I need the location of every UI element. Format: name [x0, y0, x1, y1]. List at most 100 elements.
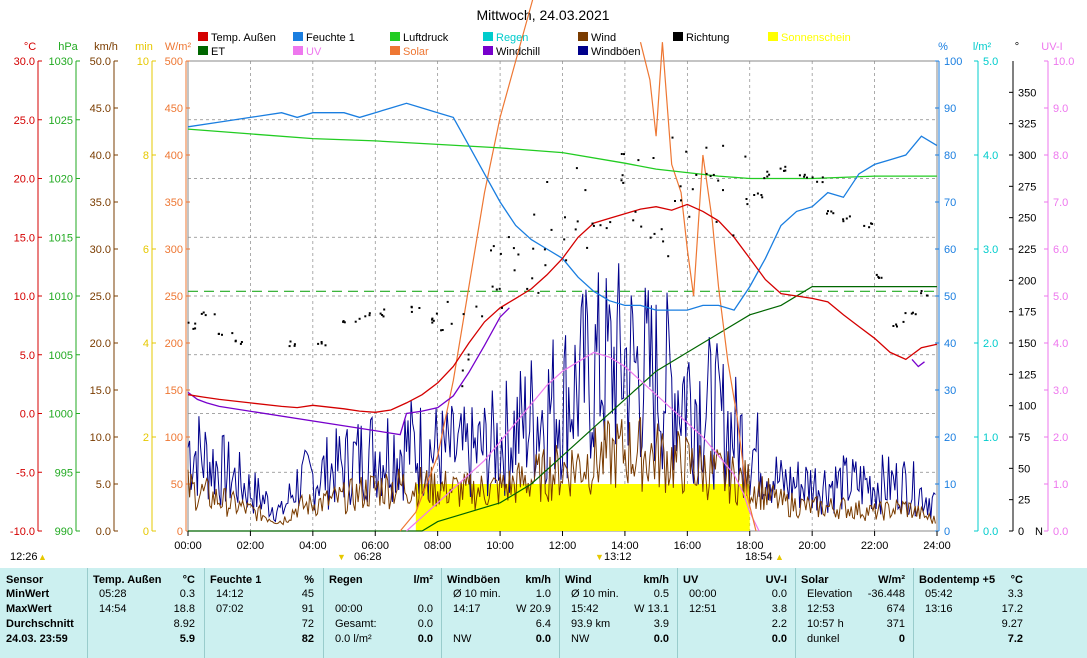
chart-title: Mittwoch, 24.03.2021: [476, 7, 609, 23]
stats-row-value: 18.8: [173, 603, 195, 615]
direction-point: [827, 210, 829, 213]
direction-point: [649, 236, 652, 239]
left-axis-tick-label: 30.0: [90, 244, 111, 256]
direction-point: [637, 159, 640, 162]
stats-header-unit: °C: [182, 574, 195, 586]
stats-header-label: Solar: [801, 574, 829, 586]
stats-col-temp: Temp. Außen °C 05:28 0.3 14:54 18.8 8.92 5.9: [93, 568, 199, 658]
stats-row: 0.0 l/m² 0.0: [329, 632, 437, 646]
stats-header-label: Sensor: [6, 574, 44, 586]
direction-point: [564, 216, 566, 219]
stats-col-rain: Regen l/m² 00:00 0.0 Gesamt: 0.0 0.0 l/m² 0.0: [329, 568, 437, 658]
right-axis-tick-label: 1.0: [983, 432, 998, 444]
right-axis-tick-label: 125: [1018, 369, 1036, 381]
direction-point: [584, 189, 587, 192]
stats-row: 00:00 0.0: [683, 587, 791, 601]
direction-point: [868, 226, 871, 229]
solar-line-afternoon: [639, 42, 757, 532]
legend-swatch-windchill: [483, 46, 493, 55]
left-axis-tick-label: 300: [165, 244, 183, 256]
stats-header-row: Solar W/m²: [801, 573, 909, 587]
sunshine-bar: [415, 484, 750, 531]
x-axis-tick-label: 22:00: [861, 540, 889, 552]
stats-row: 8.92: [93, 617, 199, 631]
direction-point: [620, 153, 623, 155]
x-axis-tick-label: 02:00: [237, 540, 265, 552]
right-axis-tick-label: 0: [1018, 526, 1024, 538]
marker-noon-time: 13:12: [604, 551, 632, 563]
left-axis-tick-label: 5.0: [96, 479, 111, 491]
stats-row-value: 0.3: [179, 588, 195, 600]
direction-point: [358, 317, 361, 320]
stats-row-time: 05:28: [99, 588, 127, 600]
stats-row-value: 0: [898, 633, 905, 645]
left-axis-unit: km/h: [94, 41, 118, 53]
direction-point: [431, 317, 434, 320]
direction-point: [481, 315, 484, 318]
left-axis-tick-label: 25.0: [90, 291, 111, 303]
left-axis-tick-label: 350: [165, 197, 183, 209]
direction-point: [896, 325, 898, 328]
direction-point: [440, 329, 443, 332]
stats-header-row: Windböen km/h: [447, 573, 555, 587]
direction-point: [671, 136, 674, 139]
stats-row: 14:12 45: [210, 587, 318, 601]
stats-row-value: 72: [301, 618, 314, 630]
x-axis-tick-label: 00:00: [174, 540, 202, 552]
stats-row-value: 0.0: [417, 618, 433, 630]
stats-col-solar: Solar W/m² Elevation -36.448 12:53 674 10:57 h…: [801, 568, 909, 658]
direction-point: [680, 199, 682, 202]
legend-swatch-pressure: [390, 32, 400, 41]
left-axis-tick-label: 50.0: [90, 56, 111, 68]
direction-point: [732, 234, 735, 237]
left-axis-tick-label: 200: [165, 338, 183, 350]
direction-point: [461, 369, 464, 372]
stats-separator: [795, 568, 796, 658]
direction-point: [744, 155, 747, 158]
windchill-line: [187, 307, 510, 436]
stats-row-value: 371: [886, 618, 905, 630]
direction-point: [766, 175, 769, 178]
direction-point: [575, 167, 578, 170]
right-axis-tick-label: 350: [1018, 87, 1036, 99]
legend-label-direction: Richtung: [686, 32, 729, 44]
stats-header-label: Wind: [565, 574, 592, 586]
stats-row-time: Ø 10 min.: [571, 588, 619, 600]
noon-sun-icon: ▼: [595, 552, 604, 562]
direction-point: [920, 292, 923, 295]
direction-point: [803, 173, 806, 176]
legend-label-sunshine: Sonnenschein: [781, 32, 851, 44]
direction-point: [667, 255, 670, 258]
left-axis-tick-label: 0.0: [96, 526, 111, 538]
direction-point: [467, 353, 470, 356]
direction-point: [544, 264, 547, 267]
stats-header-label: Windböen: [447, 574, 501, 586]
left-axis-tick-label: 1015: [49, 232, 73, 244]
x-axis: 00:00 02:00 04:00 06:00 08:00 10:00 12:00 14:00…: [174, 531, 951, 552]
stats-row: 00:00 0.0: [329, 602, 437, 616]
left-axis-tick-label: 10: [137, 56, 149, 68]
stats-row-value: 8.92: [173, 618, 195, 630]
left-axis-tick-label: 150: [165, 385, 183, 397]
direction-point: [895, 323, 898, 326]
stats-row-label: MinWert: [6, 588, 50, 600]
left-axis-tick-label: 45.0: [90, 103, 111, 115]
legend-swatch-direction: [673, 32, 683, 41]
plot-area: [187, 0, 938, 532]
direction-point: [221, 333, 223, 336]
stats-row-value: 82: [301, 633, 314, 645]
stats-row-time: 14:17: [453, 603, 481, 615]
direction-point: [343, 321, 346, 324]
right-axis-tick-label: 7.0: [1053, 197, 1068, 209]
right-axis-unit: l/m²: [973, 41, 992, 53]
x-axis-tick-label: 18:00: [736, 540, 764, 552]
direction-point: [240, 341, 243, 343]
left-axis-tick-label: 500: [165, 56, 183, 68]
direction-point: [192, 327, 195, 330]
right-axis-tick-label: 0.0: [1053, 526, 1068, 538]
direction-point: [499, 252, 502, 255]
direction-point: [816, 180, 819, 183]
stats-row: dunkel 0: [801, 632, 909, 646]
legend-label-gust: Windböen: [591, 46, 641, 58]
marker-sunset-time: 18:54: [745, 551, 773, 563]
